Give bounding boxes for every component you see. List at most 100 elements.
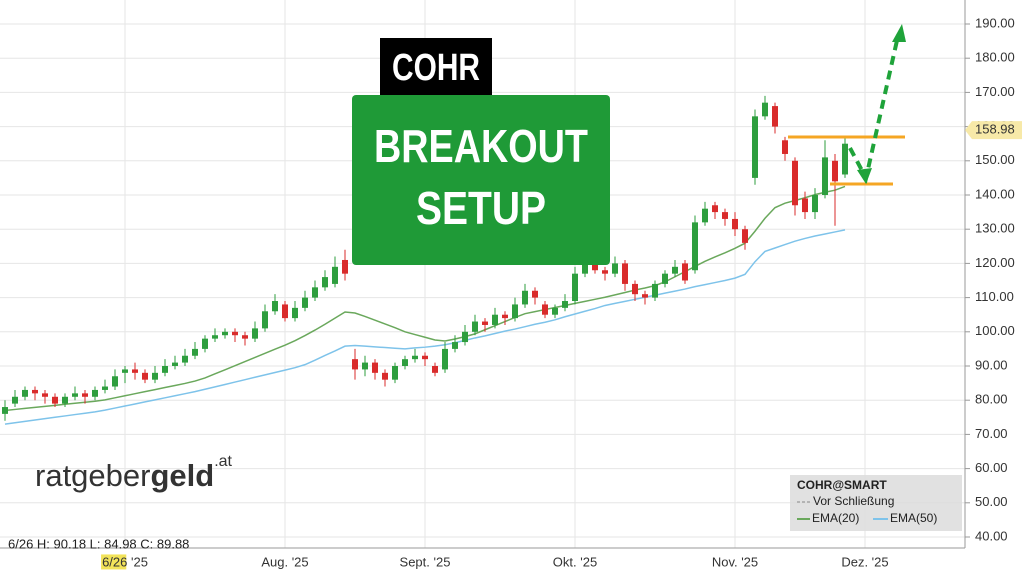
- candle-body: [722, 212, 728, 219]
- x-tick-label: Nov. '25: [712, 554, 758, 569]
- last-price-label: 158.98: [975, 122, 1015, 137]
- candle-body: [12, 396, 18, 404]
- candle-body: [412, 355, 418, 360]
- candle-body: [762, 102, 768, 117]
- y-tick-label: 110.00: [975, 289, 1014, 304]
- candle-body: [542, 304, 548, 315]
- y-tick-label: 40.00: [975, 528, 1008, 543]
- candle-body: [272, 301, 278, 312]
- candle-body: [822, 157, 828, 195]
- y-tick-label: 50.00: [975, 494, 1008, 509]
- logo-suffix: .at: [214, 453, 232, 470]
- candle-body: [372, 362, 378, 373]
- y-tick-label: 180.00: [975, 50, 1015, 65]
- candle-body: [572, 273, 578, 302]
- logo: ratgebergeld.at: [35, 453, 233, 493]
- candle-body: [442, 348, 448, 370]
- candle-body: [142, 372, 148, 380]
- y-tick-label: 60.00: [975, 460, 1008, 475]
- candle-body: [452, 342, 458, 349]
- ticker: COHR: [392, 47, 480, 89]
- candle-body: [152, 372, 158, 380]
- arrow-head: [892, 24, 906, 42]
- candle-body: [622, 263, 628, 284]
- candle-body: [342, 259, 348, 274]
- y-tick-label: 90.00: [975, 357, 1008, 372]
- candle-body: [512, 304, 518, 319]
- x-tick-label: Aug. '25: [261, 554, 308, 569]
- x-tick-label: Sept. '25: [400, 554, 451, 569]
- headline: BREAKOUT: [374, 120, 588, 172]
- y-tick-label: 80.00: [975, 392, 1008, 407]
- candle-body: [42, 393, 48, 397]
- candle-body: [292, 307, 298, 319]
- logo-part: geld: [150, 458, 214, 493]
- legend-box: [790, 475, 962, 531]
- candle-body: [162, 366, 168, 373]
- ema-line: [4, 229, 846, 425]
- candle-body: [772, 106, 778, 127]
- candle-body: [382, 372, 388, 380]
- legend-label: EMA(50): [890, 511, 937, 525]
- candle-body: [582, 259, 588, 274]
- candle-body: [482, 321, 488, 325]
- candle-body: [312, 287, 318, 298]
- last-price-flag: [965, 121, 1022, 140]
- y-tick-label: 190.00: [975, 15, 1015, 30]
- candle-body: [752, 116, 758, 178]
- y-tick-label: 100.00: [975, 323, 1015, 338]
- candle-body: [322, 277, 328, 288]
- x-tick-label: 6/26 '25: [102, 554, 148, 569]
- candle-body: [122, 369, 128, 373]
- candle-body: [472, 321, 478, 332]
- y-tick-label: 130.00: [975, 221, 1015, 236]
- candle-body: [102, 386, 108, 390]
- candle-body: [792, 160, 798, 206]
- candle-body: [242, 335, 248, 339]
- candle-body: [602, 270, 608, 274]
- candle-body: [612, 263, 618, 274]
- candle-body: [52, 396, 58, 404]
- legend-label: EMA(20): [812, 511, 859, 525]
- candle-body: [642, 294, 648, 298]
- candle-body: [672, 266, 678, 274]
- candle-body: [262, 311, 268, 329]
- candle-body: [362, 362, 368, 370]
- headline-box: [352, 95, 610, 265]
- candle-body: [182, 355, 188, 363]
- candle-body: [422, 355, 428, 360]
- candle-body: [832, 160, 838, 182]
- candle-body: [332, 266, 338, 284]
- candle-body: [632, 283, 638, 295]
- candle-body: [192, 348, 198, 356]
- candle-body: [82, 393, 88, 397]
- candle-body: [302, 297, 308, 308]
- candle-body: [552, 307, 558, 315]
- candle-body: [432, 366, 438, 373]
- logo-part: ratgeber: [35, 458, 150, 493]
- candle-body: [462, 331, 468, 343]
- candle-body: [92, 389, 98, 397]
- candle-body: [22, 389, 28, 397]
- candle-body: [562, 301, 568, 308]
- candle-body: [702, 208, 708, 223]
- candle-body: [132, 369, 138, 373]
- legend-title: COHR@SMART: [797, 478, 887, 492]
- candle-body: [682, 263, 688, 281]
- ticker-box: [380, 38, 492, 98]
- candle-body: [202, 338, 208, 349]
- candle-body: [842, 143, 848, 175]
- y-tick-label: 140.00: [975, 186, 1015, 201]
- candle-body: [62, 396, 68, 404]
- candle-body: [662, 273, 668, 284]
- x-tick-label: Okt. '25: [553, 554, 597, 569]
- y-tick-label: 150.00: [975, 152, 1015, 167]
- candle-body: [802, 198, 808, 213]
- legend: COHR@SMART Vor Schließung EMA(20) EMA(50…: [790, 475, 962, 531]
- arrow-head: [857, 168, 872, 184]
- candle-body: [172, 362, 178, 366]
- candle-body: [232, 331, 238, 336]
- x-tick-label: Dez. '25: [841, 554, 888, 569]
- candle-body: [112, 376, 118, 387]
- candle-body: [492, 314, 498, 325]
